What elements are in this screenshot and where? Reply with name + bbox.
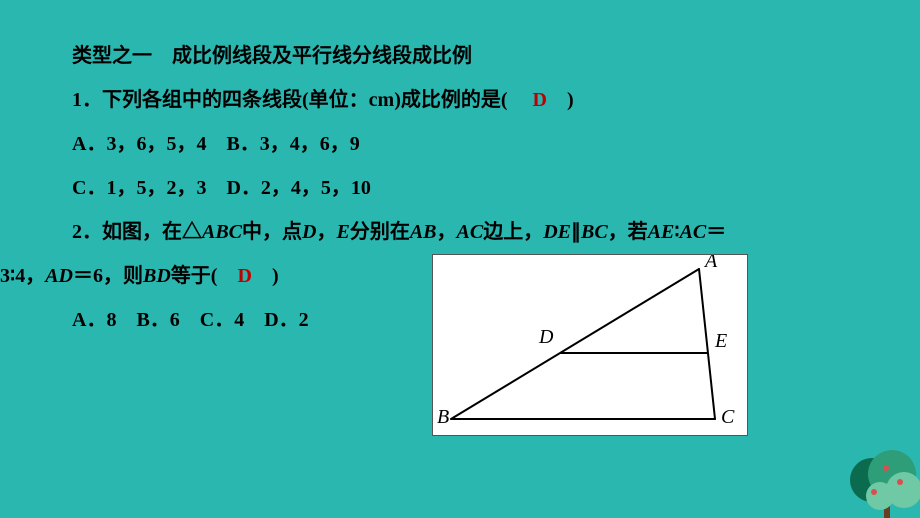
slide: 类型之一 成比例线段及平行线分线段成比例 1．下列各组中的四条线段(单位：cm)… — [0, 0, 920, 518]
ab: AB — [410, 221, 437, 243]
q1-stem-post: ) — [567, 89, 574, 111]
svg-text:A: A — [703, 255, 718, 272]
heading: 类型之一 成比例线段及平行线分线段成比例 — [0, 40, 920, 72]
q2-answer: D — [237, 265, 251, 287]
d: D — [302, 221, 316, 243]
tree-decoration-icon — [814, 434, 920, 518]
q2-line1: 2．如图，在△ABC中，点D，E分别在AB，AC边上，DE∥BC，若AE∶AC＝ — [0, 216, 920, 248]
svg-text:B: B — [437, 406, 449, 428]
t: 等于( — [171, 265, 218, 287]
accent — [871, 489, 877, 495]
g — [252, 265, 272, 287]
ae: AE — [648, 221, 675, 243]
t: ， — [437, 221, 457, 243]
t: 3∶4， — [0, 265, 45, 287]
svg-text:D: D — [538, 326, 554, 348]
t: ＝6，则 — [73, 265, 143, 287]
e: E — [336, 221, 349, 243]
eq1: ＝ — [706, 221, 726, 243]
svg-text:C: C — [721, 406, 735, 428]
t: 边上， — [483, 221, 543, 243]
triangle-svg: A B C D E — [433, 255, 749, 437]
bd: BD — [143, 265, 171, 287]
q1-stem: 1．下列各组中的四条线段(单位：cm)成比例的是( D ) — [0, 84, 920, 116]
svg-text:E: E — [714, 330, 727, 352]
t: ) — [272, 265, 279, 287]
q1-options-row1: A．3，6，5，4 B．3，4，6，9 — [0, 128, 920, 160]
abc: ABC — [202, 221, 242, 243]
bc: BC — [581, 221, 608, 243]
t: ， — [316, 221, 336, 243]
t: 分别在 — [350, 221, 410, 243]
geometry-figure: A B C D E — [432, 254, 748, 436]
accent — [883, 465, 889, 471]
t: ，若 — [608, 221, 648, 243]
par: ∥ — [571, 221, 581, 243]
q1-options-row2: C．1，5，2，3 D．2，4，5，10 — [0, 172, 920, 204]
t: 2．如图，在△ — [72, 221, 202, 243]
de: DE — [543, 221, 571, 243]
ac2: AC — [680, 221, 707, 243]
ac: AC — [457, 221, 484, 243]
g — [217, 265, 237, 287]
foliage — [866, 482, 894, 510]
q1-answer: D — [533, 89, 547, 111]
ad: AD — [45, 265, 73, 287]
q1-gap2 — [547, 89, 567, 111]
q1-stem-pre: 1．下列各组中的四条线段(单位：cm)成比例的是( — [72, 89, 508, 111]
q1-gap — [513, 89, 533, 111]
accent — [897, 479, 903, 485]
t: 中，点 — [242, 221, 302, 243]
